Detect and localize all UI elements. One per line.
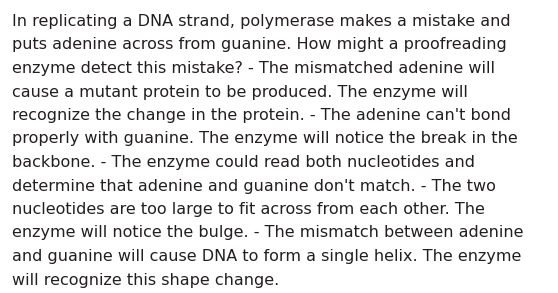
Text: determine that adenine and guanine don't match. - The two: determine that adenine and guanine don't…: [12, 178, 496, 193]
Text: puts adenine across from guanine. How might a proofreading: puts adenine across from guanine. How mi…: [12, 38, 507, 52]
Text: will recognize this shape change.: will recognize this shape change.: [12, 272, 279, 287]
Text: nucleotides are too large to fit across from each other. The: nucleotides are too large to fit across …: [12, 202, 485, 217]
Text: recognize the change in the protein. - The adenine can't bond: recognize the change in the protein. - T…: [12, 108, 511, 123]
Text: enzyme detect this mistake? - The mismatched adenine will: enzyme detect this mistake? - The mismat…: [12, 61, 495, 76]
Text: cause a mutant protein to be produced. The enzyme will: cause a mutant protein to be produced. T…: [12, 84, 468, 100]
Text: and guanine will cause DNA to form a single helix. The enzyme: and guanine will cause DNA to form a sin…: [12, 249, 521, 264]
Text: enzyme will notice the bulge. - The mismatch between adenine: enzyme will notice the bulge. - The mism…: [12, 226, 523, 241]
Text: backbone. - The enzyme could read both nucleotides and: backbone. - The enzyme could read both n…: [12, 155, 475, 170]
Text: properly with guanine. The enzyme will notice the break in the: properly with guanine. The enzyme will n…: [12, 132, 518, 146]
Text: In replicating a DNA strand, polymerase makes a mistake and: In replicating a DNA strand, polymerase …: [12, 14, 511, 29]
